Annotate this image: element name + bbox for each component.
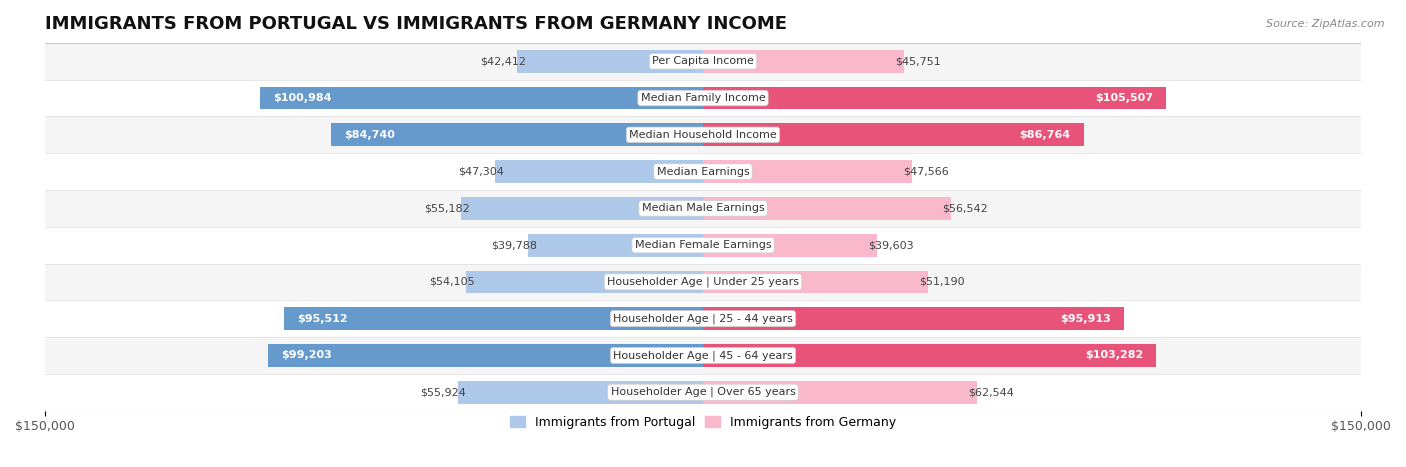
Bar <box>517 50 703 73</box>
Bar <box>458 381 703 403</box>
Bar <box>703 87 1166 109</box>
Text: $103,282: $103,282 <box>1084 350 1143 361</box>
Text: Householder Age | Under 25 years: Householder Age | Under 25 years <box>607 276 799 287</box>
Bar <box>45 190 1361 227</box>
Bar <box>260 87 703 109</box>
Bar <box>461 197 703 220</box>
Text: $47,566: $47,566 <box>903 167 949 177</box>
Text: $47,304: $47,304 <box>458 167 505 177</box>
Text: $86,764: $86,764 <box>1019 130 1070 140</box>
Text: $55,182: $55,182 <box>425 203 470 213</box>
Bar <box>45 116 1361 153</box>
Text: $105,507: $105,507 <box>1095 93 1153 103</box>
Bar <box>45 43 1361 80</box>
Text: $54,105: $54,105 <box>429 277 474 287</box>
Bar <box>703 307 1123 330</box>
Text: Householder Age | 25 - 44 years: Householder Age | 25 - 44 years <box>613 313 793 324</box>
Text: $62,544: $62,544 <box>969 387 1015 397</box>
Bar <box>703 197 950 220</box>
Text: Median Earnings: Median Earnings <box>657 167 749 177</box>
Bar <box>703 123 1084 146</box>
Bar <box>703 160 911 183</box>
Text: Median Household Income: Median Household Income <box>628 130 778 140</box>
Text: Householder Age | Over 65 years: Householder Age | Over 65 years <box>610 387 796 397</box>
Bar <box>529 234 703 256</box>
Bar <box>284 307 703 330</box>
Text: Median Female Earnings: Median Female Earnings <box>634 240 772 250</box>
Bar <box>703 50 904 73</box>
Text: $39,603: $39,603 <box>868 240 914 250</box>
Text: $100,984: $100,984 <box>273 93 332 103</box>
Bar <box>495 160 703 183</box>
Legend: Immigrants from Portugal, Immigrants from Germany: Immigrants from Portugal, Immigrants fro… <box>505 411 901 434</box>
Bar <box>703 344 1156 367</box>
Text: $51,190: $51,190 <box>918 277 965 287</box>
Text: Median Family Income: Median Family Income <box>641 93 765 103</box>
Bar <box>703 270 928 293</box>
Bar <box>332 123 703 146</box>
Text: $42,412: $42,412 <box>479 57 526 66</box>
Text: $56,542: $56,542 <box>942 203 988 213</box>
Bar <box>45 227 1361 263</box>
Text: $95,913: $95,913 <box>1060 314 1111 324</box>
Bar <box>45 374 1361 410</box>
Text: $45,751: $45,751 <box>896 57 941 66</box>
Bar <box>465 270 703 293</box>
Text: Householder Age | 45 - 64 years: Householder Age | 45 - 64 years <box>613 350 793 361</box>
Bar <box>45 300 1361 337</box>
Bar <box>267 344 703 367</box>
Text: Per Capita Income: Per Capita Income <box>652 57 754 66</box>
Text: IMMIGRANTS FROM PORTUGAL VS IMMIGRANTS FROM GERMANY INCOME: IMMIGRANTS FROM PORTUGAL VS IMMIGRANTS F… <box>45 15 787 33</box>
Text: $84,740: $84,740 <box>344 130 395 140</box>
Bar <box>45 80 1361 116</box>
Text: $99,203: $99,203 <box>281 350 332 361</box>
Text: $39,788: $39,788 <box>491 240 537 250</box>
Text: Source: ZipAtlas.com: Source: ZipAtlas.com <box>1267 19 1385 28</box>
Text: $95,512: $95,512 <box>297 314 347 324</box>
Bar <box>45 337 1361 374</box>
Text: Median Male Earnings: Median Male Earnings <box>641 203 765 213</box>
Bar <box>703 381 977 403</box>
Bar <box>703 234 877 256</box>
Text: $55,924: $55,924 <box>420 387 467 397</box>
Bar <box>45 153 1361 190</box>
Bar <box>45 263 1361 300</box>
